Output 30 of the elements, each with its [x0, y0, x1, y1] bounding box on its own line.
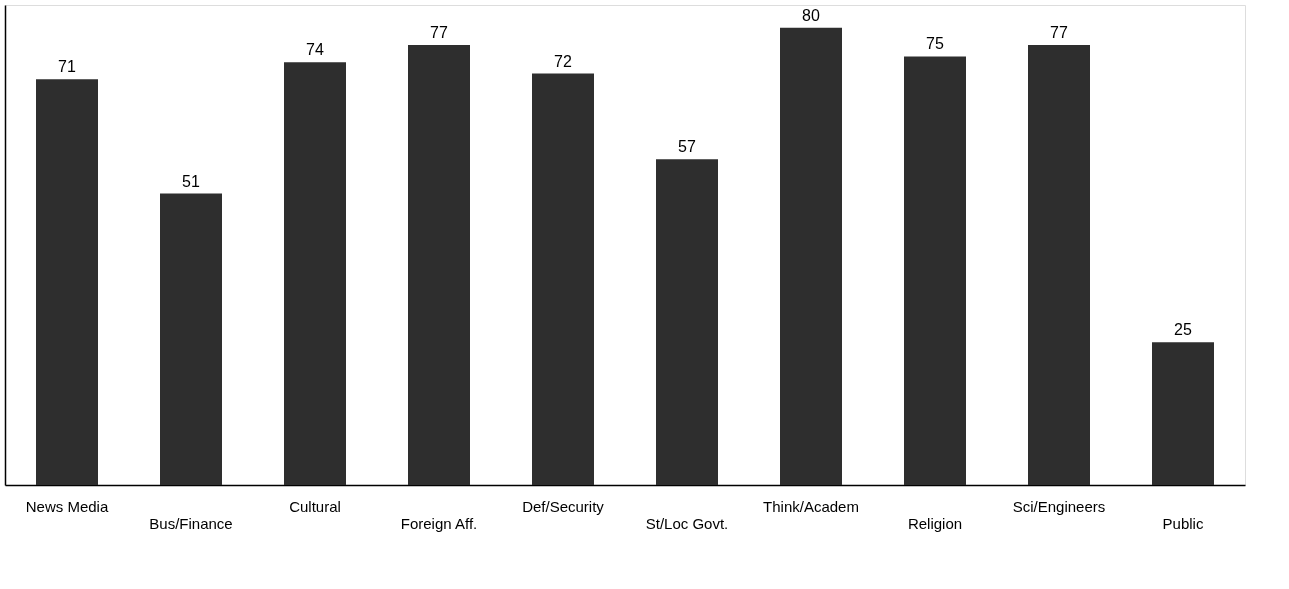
x-tick-label: Cultural	[289, 497, 341, 515]
x-tick-label: Def/Security	[522, 497, 605, 515]
data-label: 72	[554, 52, 572, 70]
bar	[1152, 342, 1214, 485]
x-tick-label: Think/Academ	[763, 497, 859, 515]
bar	[36, 79, 98, 485]
bar	[780, 27, 842, 485]
x-tick-label: News Media	[25, 497, 109, 515]
x-tick-label: Sci/Engineers	[1012, 497, 1106, 515]
data-label: 77	[430, 24, 448, 41]
data-label: 75	[926, 35, 944, 53]
data-label: 77	[1050, 24, 1068, 41]
bar	[656, 159, 718, 485]
bar	[284, 62, 346, 485]
data-label: 71	[58, 58, 76, 76]
x-tick-label: Bus/Finance	[149, 514, 233, 532]
x-tick-label: Religion	[907, 514, 963, 532]
bar	[1028, 45, 1090, 485]
bar	[408, 45, 470, 485]
data-label: 74	[306, 41, 324, 59]
data-label: 25	[1174, 321, 1192, 339]
bar	[160, 193, 222, 485]
x-tick-label: Public	[1162, 514, 1204, 532]
bar	[532, 73, 594, 485]
x-tick-label: St/Loc Govt.	[645, 514, 729, 532]
data-label: 57	[678, 138, 696, 156]
x-tick-label: Foreign Aff.	[400, 514, 478, 532]
data-label: 51	[182, 172, 200, 190]
data-label: 80	[802, 6, 820, 24]
bar	[904, 56, 966, 485]
